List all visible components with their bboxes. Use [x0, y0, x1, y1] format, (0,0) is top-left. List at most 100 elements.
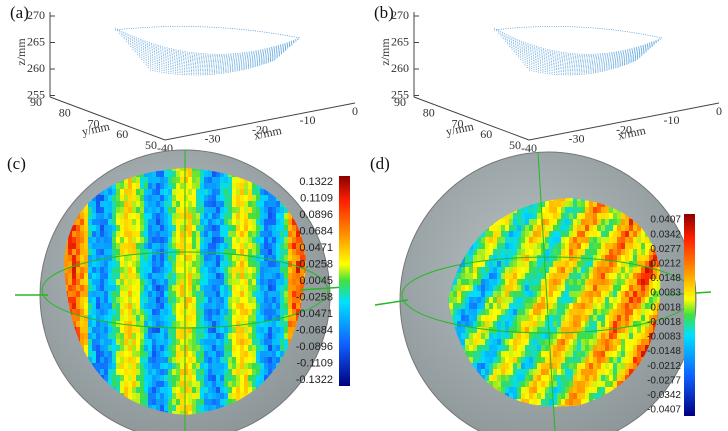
- surface-cell: [577, 369, 582, 376]
- surface-cell: [585, 273, 590, 280]
- surface-cell: [140, 225, 145, 232]
- surface-cell: [144, 267, 149, 274]
- surface-cell: [557, 315, 562, 322]
- surface-cell: [192, 321, 197, 328]
- surface-cell: [557, 255, 562, 262]
- surface-cell: [505, 375, 510, 382]
- surface-cell: [505, 381, 510, 388]
- surface-cell: [585, 267, 590, 274]
- surface-cell: [236, 321, 241, 328]
- surface-cell: [140, 249, 145, 256]
- surface-cell: [112, 315, 117, 322]
- surface-cell: [228, 345, 233, 352]
- surface-cell: [204, 375, 209, 382]
- surface-cell: [148, 183, 153, 190]
- surface-cell: [561, 261, 566, 268]
- surface-cell: [545, 243, 550, 250]
- surface-cell: [164, 321, 169, 328]
- surface-cell: [509, 291, 514, 298]
- surface-cell: [240, 345, 245, 352]
- surface-cell: [172, 321, 177, 328]
- surface-cell: [140, 297, 145, 304]
- surface-cell: [529, 351, 534, 358]
- surface-cell: [200, 279, 205, 286]
- surface-cell: [565, 279, 570, 286]
- surface-cell: [88, 285, 93, 292]
- surface-cell: [521, 363, 526, 370]
- surface-cell: [144, 315, 149, 322]
- surface-cell: [92, 213, 97, 220]
- surface-cell: [509, 273, 514, 280]
- surface-cell: [256, 255, 261, 262]
- surface-cell: [457, 309, 462, 316]
- surface-cell: [280, 249, 285, 256]
- surface-cell: [200, 339, 205, 346]
- surface-cell: [517, 231, 522, 238]
- surface-cell: [613, 279, 618, 286]
- surface-cell: [84, 309, 89, 316]
- surface-cell: [144, 189, 149, 196]
- surface-cell: [513, 273, 518, 280]
- surface-cell: [525, 285, 530, 292]
- surface-cell: [577, 207, 582, 214]
- surface-cell: [176, 345, 181, 352]
- surface-cell: [493, 285, 498, 292]
- surface-cell: [244, 219, 249, 226]
- surface-cell: [501, 285, 506, 292]
- surface-cell: [613, 321, 618, 328]
- surface-cell: [581, 273, 586, 280]
- surface-cell: [569, 369, 574, 376]
- surface-cell: [601, 363, 606, 370]
- surface-cell: [565, 357, 570, 364]
- surface-cell: [216, 333, 221, 340]
- surface-cell: [288, 279, 293, 286]
- surface-cell: [260, 333, 265, 340]
- surface-cell: [553, 261, 558, 268]
- surface-cell: [549, 279, 554, 286]
- surface-cell: [545, 399, 550, 406]
- surface-cell: [256, 309, 261, 316]
- surface-cell: [112, 243, 117, 250]
- surface-cell: [589, 381, 594, 388]
- surface-cell: [553, 381, 558, 388]
- surface-cell: [88, 273, 93, 280]
- surface-cell: [581, 285, 586, 292]
- surface-cell: [92, 309, 97, 316]
- surface-cell: [192, 171, 197, 178]
- surface-cell: [509, 231, 514, 238]
- surface-cell: [553, 255, 558, 262]
- surface-cell: [521, 237, 526, 244]
- surface-cell: [84, 207, 89, 214]
- surface-cell: [96, 297, 101, 304]
- surface-cell: [605, 321, 610, 328]
- surface-cell: [144, 309, 149, 316]
- surface-cell: [192, 333, 197, 340]
- surface-cell: [565, 201, 570, 208]
- surface-cell: [509, 369, 514, 376]
- surface-cell: [72, 297, 77, 304]
- surface-cell: [461, 339, 466, 346]
- surface-cell: [236, 327, 241, 334]
- surface-cell: [108, 303, 113, 310]
- surface-cell: [605, 333, 610, 340]
- colorbar-label: 0.0083: [650, 288, 681, 299]
- surface-cell: [92, 291, 97, 298]
- surface-cell: [509, 333, 514, 340]
- surface-cell: [501, 291, 506, 298]
- surface-cell: [120, 219, 125, 226]
- surface-cell: [645, 243, 650, 250]
- surface-cell: [136, 225, 141, 232]
- surface-cell: [629, 351, 634, 358]
- surface-cell: [196, 273, 201, 280]
- surface-cell: [196, 291, 201, 298]
- surface-cell: [577, 375, 582, 382]
- surface-cell: [248, 189, 253, 196]
- surface-cell: [200, 351, 205, 358]
- surface-cell: [232, 321, 237, 328]
- surface-cell: [641, 339, 646, 346]
- surface-cell: [140, 201, 145, 208]
- surface-cell: [577, 321, 582, 328]
- surface-cell: [132, 255, 137, 262]
- surface-cell: [629, 249, 634, 256]
- surface-cell: [204, 351, 209, 358]
